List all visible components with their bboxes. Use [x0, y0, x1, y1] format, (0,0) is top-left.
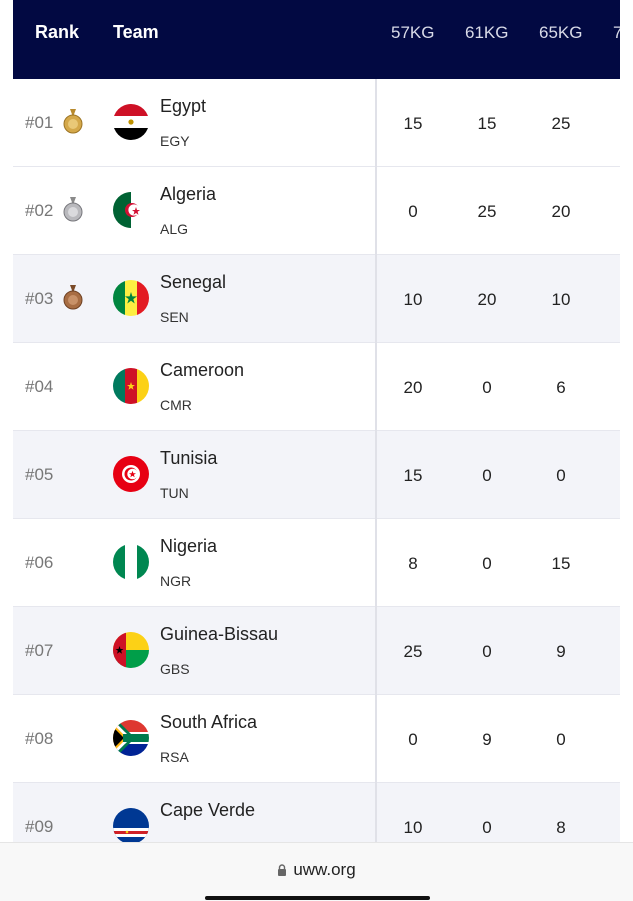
- team-name[interactable]: South Africa: [160, 712, 258, 732]
- rank-value: #07: [25, 641, 54, 660]
- team-code: RSA: [160, 749, 189, 765]
- rank-column-header[interactable]: Rank: [35, 22, 80, 42]
- browser-address-bar[interactable]: uww.org: [0, 842, 633, 901]
- score-65kg: 6: [556, 378, 566, 397]
- table-header: Rank Team 57KG 61KG 65KG 7: [13, 0, 620, 79]
- score-57kg: 20: [403, 378, 423, 397]
- score-65kg: 0: [556, 466, 566, 485]
- rank-value: #03: [25, 289, 54, 308]
- column-divider: [375, 607, 377, 695]
- team-code: NGR: [160, 573, 192, 589]
- silver-medal-icon: [63, 197, 83, 222]
- url-text: uww.org: [293, 860, 356, 879]
- score-57kg: 25: [403, 642, 423, 661]
- rank-value: #01: [25, 113, 54, 132]
- team-name[interactable]: Egypt: [160, 96, 207, 116]
- table-row[interactable]: #09 Cape Verde 10 0 8: [13, 783, 620, 842]
- column-divider: [375, 343, 377, 431]
- score-57kg: 0: [408, 202, 418, 221]
- score-57kg: 0: [408, 730, 418, 749]
- score-57kg: 15: [403, 114, 423, 133]
- home-indicator[interactable]: [205, 896, 430, 900]
- weight-column-header-65kg[interactable]: 65KG: [539, 23, 583, 42]
- score-57kg: 10: [403, 818, 423, 837]
- column-divider: [375, 167, 377, 255]
- team-code: EGY: [160, 133, 190, 149]
- team-name[interactable]: Cameroon: [160, 360, 245, 380]
- team-name[interactable]: Senegal: [160, 272, 227, 292]
- weight-column-header-partial[interactable]: 7: [613, 23, 620, 42]
- score-61kg: 0: [482, 378, 492, 397]
- weight-column-header-61kg[interactable]: 61KG: [465, 23, 509, 42]
- score-61kg: 0: [482, 554, 492, 573]
- team-code: TUN: [160, 485, 189, 501]
- score-65kg: 20: [551, 202, 571, 221]
- rank-value: #02: [25, 201, 54, 220]
- score-57kg: 8: [408, 554, 418, 573]
- score-65kg: 25: [551, 114, 571, 133]
- senegal-flag-icon: [113, 280, 149, 316]
- score-61kg: 20: [477, 290, 497, 309]
- table-row[interactable]: #05 Tunisia TUN 15 0 0: [13, 431, 620, 519]
- table-row[interactable]: #04 Cameroon CMR 20 0 6: [13, 343, 620, 431]
- team-code: ALG: [160, 221, 189, 237]
- table-row[interactable]: #06 Nigeria NGR 8 0 15: [13, 519, 620, 607]
- score-65kg: 15: [551, 554, 571, 573]
- score-61kg: 9: [482, 730, 492, 749]
- score-57kg: 10: [403, 290, 423, 309]
- rank-value: #09: [25, 817, 54, 836]
- table-row[interactable]: #02 Algeria ALG 0 25 20: [13, 167, 620, 255]
- score-61kg: 0: [482, 818, 492, 837]
- column-divider: [375, 519, 377, 607]
- page-edge-left: [0, 0, 13, 900]
- rank-value: #04: [25, 377, 54, 396]
- rank-value: #08: [25, 729, 54, 748]
- tunisia-flag-icon: [113, 456, 149, 492]
- table-row[interactable]: #08 South Africa RSA 0 9 0: [13, 695, 620, 783]
- gold-medal-icon: [63, 109, 83, 134]
- column-divider: [375, 783, 377, 842]
- team-code: CMR: [160, 397, 192, 413]
- column-divider: [375, 431, 377, 519]
- column-divider: [375, 79, 377, 167]
- bronze-medal-icon: [63, 285, 83, 310]
- nigeria-flag-icon: [113, 544, 149, 580]
- score-61kg: 0: [482, 642, 492, 661]
- south-africa-flag-icon: [113, 720, 149, 756]
- weight-column-header-57kg[interactable]: 57KG: [391, 23, 435, 42]
- rank-value: #05: [25, 465, 54, 484]
- team-name[interactable]: Algeria: [160, 184, 217, 204]
- table-row[interactable]: #07 Guinea-Bissau GBS 25 0 9: [13, 607, 620, 695]
- url-display[interactable]: uww.org: [0, 860, 633, 880]
- lock-icon: [278, 864, 287, 876]
- team-name[interactable]: Cape Verde: [160, 800, 256, 820]
- score-61kg: 25: [477, 202, 497, 221]
- team-name[interactable]: Guinea-Bissau: [160, 624, 279, 644]
- cameroon-flag-icon: [113, 368, 149, 404]
- page-edge-right: [620, 0, 633, 900]
- score-57kg: 15: [403, 466, 423, 485]
- guinea-bissau-flag-icon: [113, 632, 149, 668]
- team-code: SEN: [160, 309, 189, 325]
- table-row[interactable]: #03 Senegal SEN 10 20 10: [13, 255, 620, 343]
- ranking-table[interactable]: Rank Team 57KG 61KG 65KG 7 #01 Egypt EGY: [13, 0, 620, 842]
- column-divider: [375, 695, 377, 783]
- team-code: GBS: [160, 661, 190, 677]
- table-row[interactable]: #01 Egypt EGY 15 15 25: [13, 79, 620, 167]
- score-65kg: 10: [551, 290, 571, 309]
- team-column-header[interactable]: Team: [113, 22, 159, 42]
- algeria-flag-icon: [113, 192, 149, 228]
- team-name[interactable]: Nigeria: [160, 536, 218, 556]
- egypt-flag-icon: [113, 104, 149, 140]
- score-65kg: 8: [556, 818, 566, 837]
- score-65kg: 9: [556, 642, 566, 661]
- score-61kg: 0: [482, 466, 492, 485]
- cape-verde-flag-icon: [113, 808, 149, 842]
- team-name[interactable]: Tunisia: [160, 448, 218, 468]
- column-divider: [375, 255, 377, 343]
- score-65kg: 0: [556, 730, 566, 749]
- rank-value: #06: [25, 553, 54, 572]
- score-61kg: 15: [477, 114, 497, 133]
